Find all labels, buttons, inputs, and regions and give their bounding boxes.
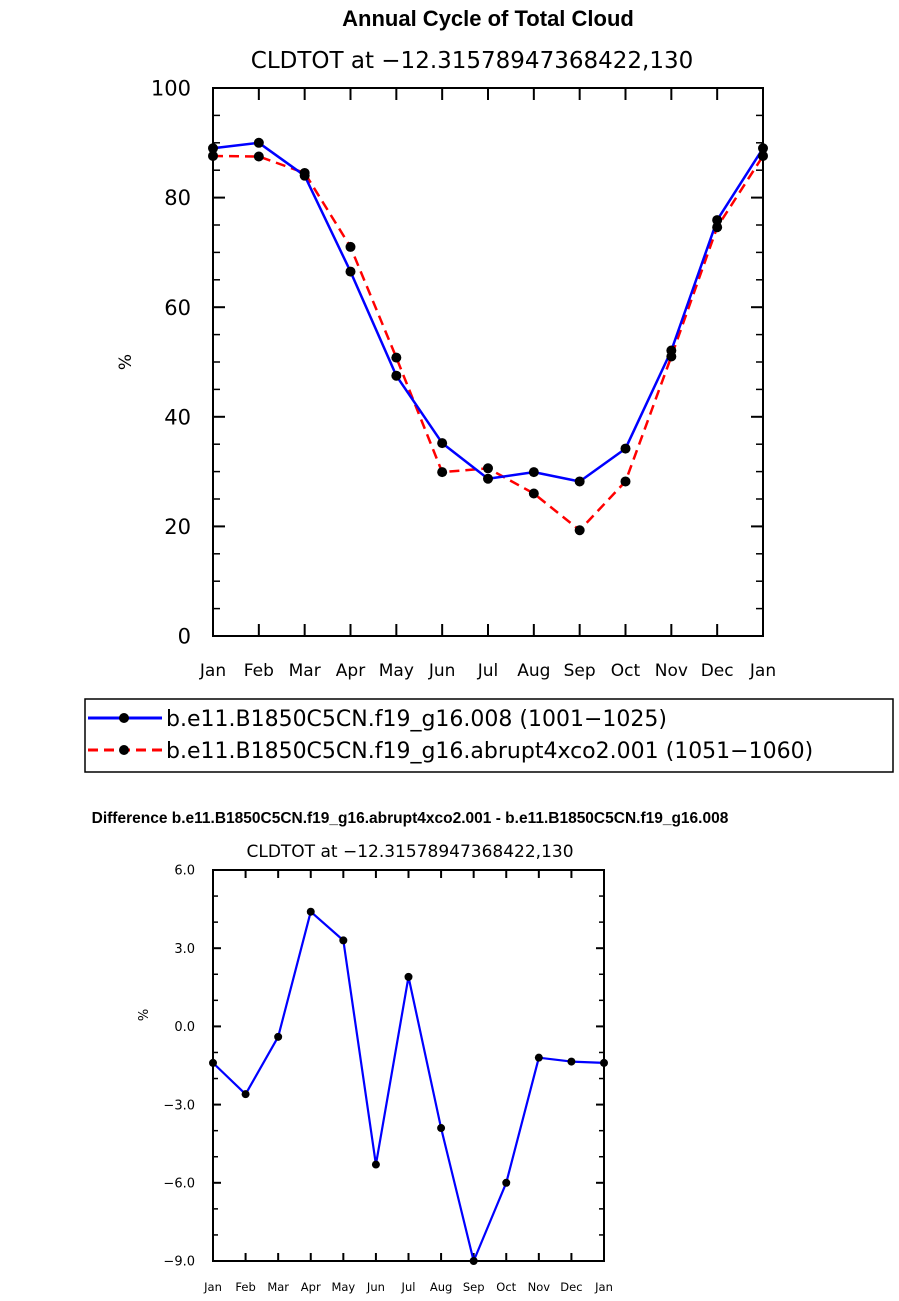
series-1-point: [574, 476, 585, 487]
legend-box: [84, 698, 894, 773]
y-tick-label: 80: [164, 186, 191, 210]
x-tick-label: Sep: [463, 1280, 485, 1294]
series-1-point: [600, 1058, 608, 1067]
x-tick-label: Nov: [528, 1280, 551, 1294]
x-tick-label: Oct: [496, 1280, 516, 1294]
series-2-point: [666, 351, 677, 362]
x-tick-label: Jun: [366, 1280, 385, 1294]
series-1-point: [502, 1178, 511, 1187]
series-1-point: [620, 443, 631, 454]
series-1-point: [437, 1124, 446, 1133]
series-1-point: [241, 1090, 250, 1099]
legend-label-series-2: b.e11.B1850C5CN.f19_g16.abrupt4xco2.001 …: [166, 739, 813, 764]
y-tick-label: 3.0: [174, 942, 195, 957]
y-tick-label: 60: [164, 296, 191, 320]
y-tick-label: 0.0: [174, 1020, 195, 1035]
x-tick-label: Nov: [655, 661, 688, 681]
chart-title: Difference b.e11.B1850C5CN.f19_g16.abrup…: [92, 810, 729, 827]
x-tick-label: Feb: [244, 661, 274, 681]
series-1-point: [274, 1032, 283, 1041]
series-1-point: [469, 1257, 478, 1265]
series-1-point: [534, 1053, 543, 1062]
x-tick-label: Dec: [560, 1280, 582, 1294]
x-tick-label: Aug: [430, 1280, 452, 1294]
annual-cycle-chart: Annual Cycle of Total Cloud CLDTOT at −1…: [116, 6, 776, 681]
series-2-point: [528, 488, 539, 499]
legend-marker-series-1: [119, 713, 129, 723]
chart-subtitle: CLDTOT at −12.31578947368422,130: [246, 842, 573, 862]
series-2-point: [620, 476, 631, 487]
series-1-point: [253, 137, 264, 148]
series-line-1: [212, 141, 765, 483]
x-tick-label: Sep: [564, 661, 596, 681]
legend: b.e11.B1850C5CN.f19_g16.008 (1001−1025) …: [84, 698, 894, 773]
series-1-point: [391, 370, 402, 381]
y-tick-label: 0: [178, 625, 191, 649]
series-1-point: [528, 467, 539, 478]
legend-label-series-1: b.e11.B1850C5CN.f19_g16.008 (1001−1025): [166, 707, 667, 732]
series-1-point: [712, 215, 723, 226]
x-tick-label: May: [331, 1280, 355, 1294]
series-line-1: [212, 910, 605, 1263]
x-tick-label: Jan: [199, 661, 226, 681]
x-tick-label: Apr: [336, 661, 365, 681]
x-tick-label: Jan: [594, 1280, 613, 1294]
series-2-point: [208, 150, 218, 161]
y-tick-label: −6.0: [163, 1176, 195, 1191]
legend-marker-series-2: [119, 745, 129, 755]
x-tick-label: Jul: [401, 1280, 416, 1294]
series-2-point: [391, 352, 402, 363]
series-1-point: [404, 972, 413, 981]
y-axis-label: %: [137, 1009, 152, 1021]
y-tick-label: 40: [164, 405, 191, 429]
y-tick-label: −3.0: [163, 1098, 195, 1113]
x-tick-label: Oct: [611, 661, 641, 681]
difference-chart: Difference b.e11.B1850C5CN.f19_g16.abrup…: [92, 810, 729, 1294]
series-1-point: [208, 143, 218, 154]
x-tick-label: Dec: [701, 661, 734, 681]
series-1-point: [758, 143, 768, 154]
series-2-point: [758, 150, 768, 161]
x-tick-label: Feb: [235, 1280, 255, 1294]
series-2-point: [483, 463, 493, 474]
x-tick-label: Jul: [477, 661, 499, 681]
x-tick-label: Apr: [301, 1280, 321, 1294]
chart-title: Annual Cycle of Total Cloud: [342, 6, 634, 31]
series-2-point: [437, 467, 448, 478]
y-tick-label: 100: [151, 77, 191, 101]
x-tick-label: Jun: [428, 661, 456, 681]
x-tick-label: Mar: [289, 661, 321, 681]
y-axis-label: %: [116, 354, 136, 370]
x-tick-label: Mar: [267, 1280, 289, 1294]
x-tick-label: Aug: [517, 661, 550, 681]
y-tick-label: 20: [164, 515, 191, 539]
series-1-point: [209, 1058, 217, 1067]
series-2-point: [253, 151, 264, 162]
series-1-point: [339, 936, 348, 945]
series-2-point: [712, 222, 723, 233]
series-1-point: [483, 473, 493, 484]
x-tick-label: Jan: [203, 1280, 222, 1294]
series-1-point: [437, 438, 448, 449]
series-2-point: [299, 167, 310, 178]
y-tick-label: −9.0: [163, 1255, 195, 1270]
series-1-point: [345, 266, 356, 277]
series-1-point: [371, 1160, 380, 1169]
x-tick-label: Jan: [749, 661, 776, 681]
series-2-point: [345, 241, 356, 252]
series-2-point: [574, 525, 585, 536]
plot-frame: [212, 869, 605, 1262]
chart-subtitle: CLDTOT at −12.31578947368422,130: [251, 48, 693, 74]
x-tick-label: May: [379, 661, 414, 681]
series-1-point: [567, 1057, 576, 1066]
series-1-point: [306, 907, 315, 916]
y-tick-label: 6.0: [174, 864, 195, 879]
